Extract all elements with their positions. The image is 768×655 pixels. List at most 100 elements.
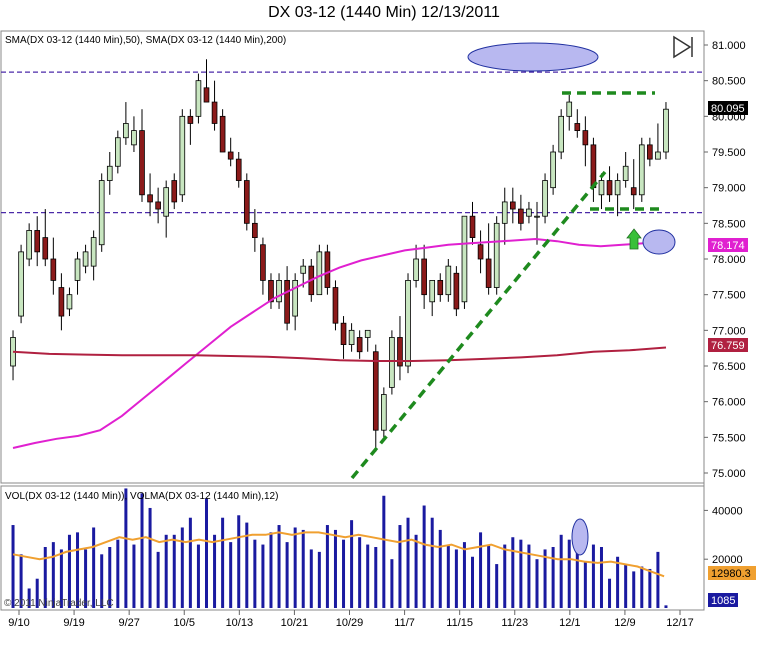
volume-indicator-label: VOL(DX 03-12 (1440 Min)), VOLMA(DX 03-12…	[5, 491, 278, 502]
volume-bar	[19, 554, 23, 608]
candle-down	[252, 222, 258, 238]
x-tick-label: 11/23	[501, 617, 528, 629]
volume-bar	[237, 515, 241, 608]
volume-bar	[172, 534, 176, 608]
volume-bar	[164, 534, 168, 608]
volume-bar	[261, 544, 265, 608]
candle-up	[405, 279, 411, 367]
volume-bar	[253, 539, 257, 608]
volume-bar	[229, 542, 233, 608]
trendline-annotation	[350, 170, 607, 480]
volume-bar	[438, 529, 442, 608]
candle-up	[558, 115, 564, 153]
price-tick-label: 79.000	[712, 183, 746, 195]
volume-bar	[11, 525, 15, 608]
volume-bar	[462, 542, 466, 608]
svg-text:1085: 1085	[711, 595, 735, 607]
candle-down	[211, 101, 218, 124]
volume-bar	[640, 566, 644, 608]
annotations	[350, 42, 676, 556]
price-tick-label: 77.000	[712, 325, 746, 337]
candle-up	[566, 101, 573, 117]
candle-up	[638, 144, 645, 196]
volume-highlight-ellipse	[571, 518, 589, 556]
volume-bar	[608, 578, 612, 608]
candle-down	[284, 279, 290, 324]
up-arrow-icon	[626, 228, 642, 250]
candle-up	[292, 279, 298, 317]
volume-bar	[269, 532, 273, 608]
candle-up	[131, 130, 137, 146]
x-tick-label: 10/29	[336, 617, 364, 629]
volume-bar	[245, 522, 249, 608]
volume-bar	[656, 551, 660, 608]
volume-bar	[575, 532, 579, 608]
play-forward-icon[interactable]	[673, 35, 693, 59]
volume-bar	[454, 549, 458, 608]
volume-bar	[132, 544, 136, 608]
volume-bar	[567, 539, 571, 608]
candle-down	[518, 208, 524, 224]
candle-down	[243, 180, 250, 224]
volume-bar	[519, 539, 523, 608]
price-axis: 75.000 75.500 76.000 76.500 77.000 77.500 78.0…	[704, 40, 746, 480]
candle-up	[90, 237, 97, 267]
volume-bar	[309, 549, 313, 608]
volume-bar	[559, 534, 563, 608]
volume-bar	[390, 559, 394, 608]
volume-bar	[333, 529, 337, 608]
candle-down	[582, 130, 589, 146]
price-tick-label: 77.500	[712, 290, 746, 302]
candlesticks	[10, 59, 669, 452]
sma200-value-badge: 76.759	[708, 338, 748, 352]
volume-bar	[221, 517, 225, 608]
volume-bar	[495, 564, 499, 608]
volume-bar	[317, 551, 321, 608]
volume-bar	[325, 525, 329, 608]
candle-up	[300, 265, 307, 274]
price-tick-label: 80.500	[712, 76, 746, 88]
candle-up	[348, 329, 355, 346]
candle-down	[606, 180, 613, 196]
candle-up	[82, 251, 89, 267]
volume-bar	[543, 549, 547, 608]
candle-up	[614, 180, 621, 196]
volume-bar	[358, 537, 362, 608]
price-panel-frame	[0, 30, 705, 484]
candle-up	[542, 180, 548, 217]
svg-text:12980.3: 12980.3	[711, 568, 751, 580]
horizontal-levels	[1, 71, 704, 214]
candle-down	[437, 279, 444, 296]
candle-up	[493, 222, 500, 288]
volume-bar	[479, 532, 483, 608]
volume-bar	[350, 520, 354, 608]
volume-bar	[487, 544, 491, 608]
volume-bar	[84, 549, 88, 608]
candle-down	[268, 279, 274, 303]
volume-bar	[551, 547, 555, 608]
candle-down	[187, 115, 194, 124]
candle-up	[445, 265, 452, 296]
price-tick-label: 76.000	[712, 397, 746, 409]
candle-down	[219, 115, 226, 153]
volume-bar	[527, 544, 531, 608]
candle-up	[550, 151, 556, 189]
x-tick-label: 10/21	[281, 617, 309, 629]
x-tick-label: 9/19	[63, 617, 84, 629]
candle-up	[163, 187, 170, 217]
volume-bars	[11, 488, 668, 608]
candle-up	[364, 329, 371, 338]
candle-up	[534, 215, 540, 218]
price-tick-label: 78.000	[712, 254, 746, 266]
price-indicator-label: SMA(DX 03-12 (1440 Min),50), SMA(DX 03-1…	[5, 35, 286, 46]
candle-down	[139, 130, 145, 196]
candle-up	[663, 108, 669, 153]
candle-down	[485, 258, 492, 288]
volume-bar	[591, 544, 595, 608]
volume-bar	[583, 561, 587, 608]
candle-down	[147, 194, 153, 203]
candle-down	[397, 337, 403, 367]
candle-down	[203, 87, 210, 103]
candle-down	[155, 201, 161, 210]
